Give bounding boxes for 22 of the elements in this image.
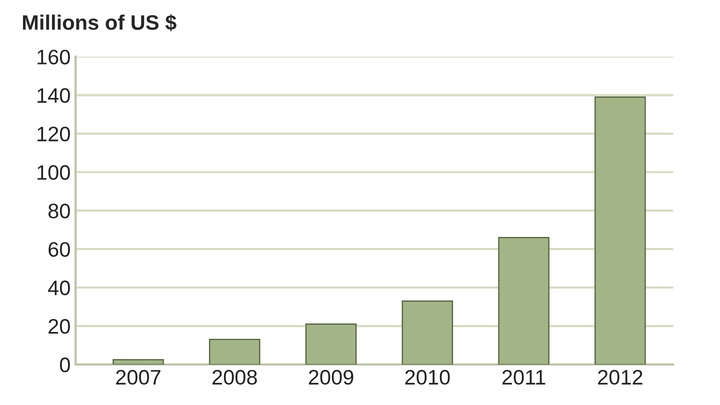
y-tick-label: 0 [60, 358, 70, 372]
bar [498, 236, 550, 364]
y-tick-label: 80 [48, 204, 70, 218]
bar [305, 324, 357, 364]
y-tick-label: 100 [38, 165, 70, 180]
x-tick-label: 2009 [308, 370, 354, 385]
y-tick-label: 40 [48, 280, 70, 296]
bar [402, 300, 454, 364]
y-tick-label: 20 [48, 319, 70, 334]
bar [209, 338, 260, 364]
x-tick-label: 2007 [116, 370, 160, 385]
y-tick-label: 140 [38, 88, 70, 103]
y-axis-title: Millions of US $ [22, 14, 176, 32]
x-tick-label: 2012 [598, 370, 642, 385]
bar [112, 359, 164, 364]
y-tick-label: 120 [38, 126, 70, 142]
x-tick-label: 2010 [405, 370, 450, 385]
y-tick-label: 160 [38, 50, 70, 64]
y-tick-label: 60 [48, 242, 70, 257]
x-tick-label: 2008 [212, 370, 257, 385]
x-tick-label: 2011 [502, 370, 546, 385]
bar [594, 96, 646, 364]
